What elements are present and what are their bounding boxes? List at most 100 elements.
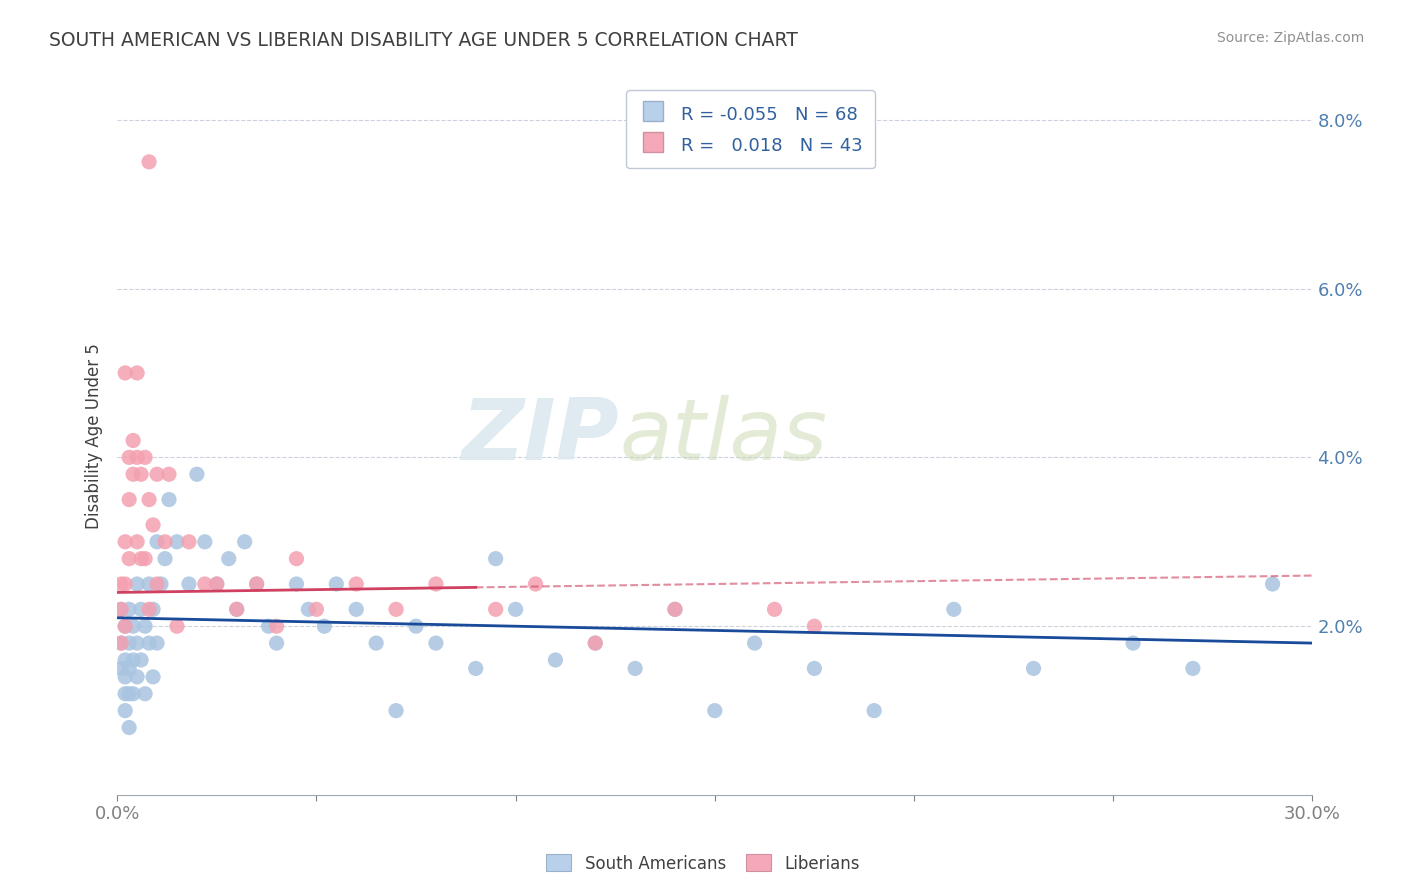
Point [1181, 661, 1204, 675]
Point [583, 636, 606, 650]
Point [157, 492, 180, 507]
Point [194, 577, 217, 591]
Point [114, 653, 136, 667]
Point [664, 602, 686, 616]
Point [1122, 636, 1144, 650]
Point [134, 619, 156, 633]
Point [425, 577, 447, 591]
Point [703, 704, 725, 718]
Point [114, 619, 136, 633]
Point [146, 467, 169, 482]
Point [150, 577, 173, 591]
Point [114, 670, 136, 684]
Point [205, 577, 228, 591]
Point [138, 154, 160, 169]
Point [246, 577, 269, 591]
Point [114, 687, 136, 701]
Point [624, 661, 647, 675]
Point [314, 619, 336, 633]
Point [129, 602, 152, 616]
Point [127, 577, 149, 591]
Point [257, 619, 280, 633]
Text: atlas: atlas [619, 395, 827, 478]
Point [325, 577, 347, 591]
Point [166, 619, 188, 633]
Point [114, 577, 136, 591]
Point [118, 687, 141, 701]
Point [863, 704, 886, 718]
Point [122, 434, 145, 448]
Point [127, 366, 149, 380]
Point [127, 534, 149, 549]
Point [425, 636, 447, 650]
Point [138, 577, 160, 591]
Point [803, 619, 825, 633]
Point [129, 653, 152, 667]
Point [127, 670, 149, 684]
Point [134, 687, 156, 701]
Point [138, 636, 160, 650]
Point [744, 636, 766, 650]
Legend: South Americans, Liberians: South Americans, Liberians [540, 847, 866, 880]
Point [225, 602, 247, 616]
Point [194, 534, 217, 549]
Point [505, 602, 527, 616]
Point [138, 602, 160, 616]
Point [544, 653, 567, 667]
Point [114, 534, 136, 549]
Point [118, 551, 141, 566]
Point [385, 704, 408, 718]
Point [110, 602, 132, 616]
Point [146, 577, 169, 591]
Point [664, 602, 686, 616]
Point [118, 492, 141, 507]
Point [405, 619, 427, 633]
Point [114, 619, 136, 633]
Point [134, 450, 156, 465]
Point [246, 577, 269, 591]
Point [122, 653, 145, 667]
Point [118, 636, 141, 650]
Point [366, 636, 388, 650]
Point [285, 577, 308, 591]
Point [110, 602, 132, 616]
Text: Source: ZipAtlas.com: Source: ZipAtlas.com [1216, 31, 1364, 45]
Point [485, 551, 508, 566]
Point [803, 661, 825, 675]
Point [266, 636, 288, 650]
Point [127, 636, 149, 650]
Point [118, 721, 141, 735]
Point [583, 636, 606, 650]
Point [153, 534, 176, 549]
Point [485, 602, 508, 616]
Point [205, 577, 228, 591]
Point [344, 602, 367, 616]
Point [122, 687, 145, 701]
Point [122, 467, 145, 482]
Point [1261, 577, 1284, 591]
Point [1022, 661, 1045, 675]
Point [266, 619, 288, 633]
Point [233, 534, 256, 549]
Point [285, 551, 308, 566]
Point [385, 602, 408, 616]
Point [942, 602, 965, 616]
Point [146, 636, 169, 650]
Point [177, 577, 200, 591]
Point [118, 450, 141, 465]
Point [142, 670, 165, 684]
Point [153, 551, 176, 566]
Point [134, 551, 156, 566]
Point [218, 551, 240, 566]
Legend: R = -0.055   N = 68, R =   0.018   N = 43: R = -0.055 N = 68, R = 0.018 N = 43 [626, 90, 875, 169]
Point [138, 492, 160, 507]
Point [114, 704, 136, 718]
Point [177, 534, 200, 549]
Point [225, 602, 247, 616]
Point [129, 551, 152, 566]
Point [110, 636, 132, 650]
Point [305, 602, 328, 616]
Point [118, 602, 141, 616]
Point [110, 577, 132, 591]
Point [344, 577, 367, 591]
